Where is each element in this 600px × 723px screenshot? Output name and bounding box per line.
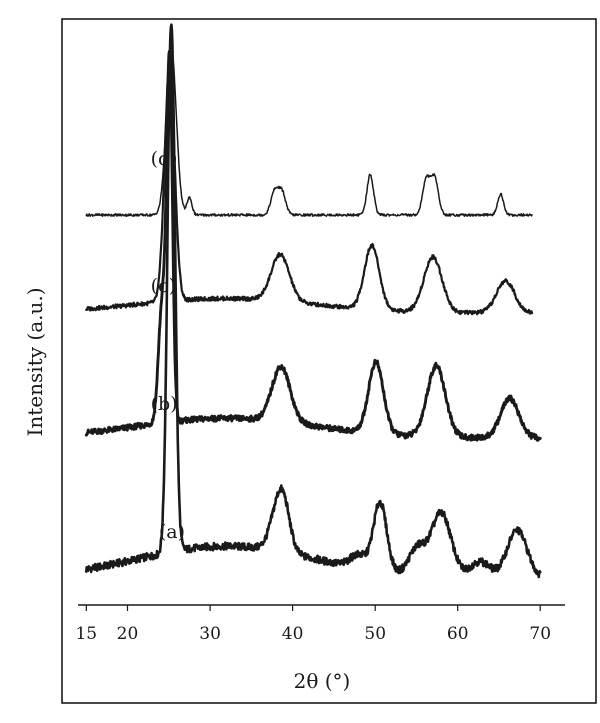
series-layer: (a) (b) (c) (d) <box>84 23 542 579</box>
x-tick-label-50: 50 <box>364 624 386 644</box>
series-line-a <box>85 23 542 579</box>
series-line-c <box>85 63 534 316</box>
series-label-b: (b) <box>151 393 178 415</box>
x-tick-label-15: 15 <box>75 624 97 644</box>
series-line-b <box>84 49 542 442</box>
series-line-d <box>85 45 533 217</box>
y-axis-label: Intensity (a.u.) <box>23 287 47 436</box>
series-label-d: (d) <box>151 148 178 170</box>
x-tick-label-40: 40 <box>282 624 304 644</box>
series-label-a: (a) <box>159 521 185 543</box>
x-tick-label-70: 70 <box>529 624 551 644</box>
x-axis-label: 2θ (°) <box>294 669 351 693</box>
x-axis-ticks: 15 20 30 40 50 60 70 <box>75 605 551 644</box>
x-tick-label-60: 60 <box>447 624 469 644</box>
x-tick-label-30: 30 <box>199 624 221 644</box>
x-tick-label-20: 20 <box>117 624 139 644</box>
series-label-c: (c) <box>151 275 176 297</box>
chart-frame <box>61 18 597 704</box>
